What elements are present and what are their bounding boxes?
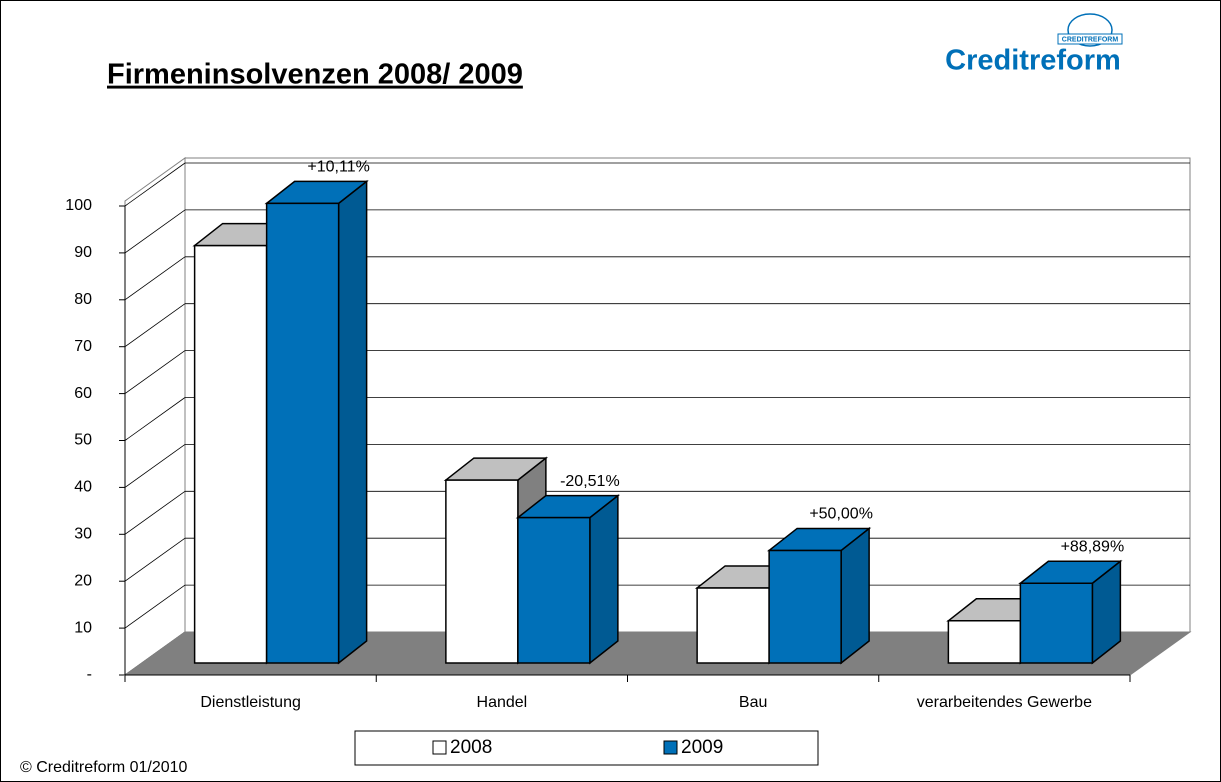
x-tick-label: Bau (739, 694, 767, 711)
bar (1018, 559, 1123, 665)
y-tick-label: 20 (74, 572, 92, 589)
bar-front (265, 202, 340, 664)
legend-swatch (663, 740, 678, 755)
grid-line (124, 444, 186, 488)
grid-line (124, 350, 186, 394)
y-tick-label: 70 (74, 338, 92, 355)
y-tick-label: 60 (74, 385, 92, 402)
data-annotation: +50,00% (809, 506, 873, 523)
legend-label: 2008 (450, 737, 492, 758)
bar (515, 494, 621, 665)
data-annotation: -20,51% (560, 473, 620, 490)
bar-front (517, 516, 591, 664)
grid-line (124, 209, 186, 254)
grid-line (124, 303, 186, 348)
grid-line (124, 256, 186, 301)
bar-front (947, 620, 1022, 664)
y-tick-label: 80 (74, 291, 92, 308)
data-annotation: +10,11% (307, 159, 369, 176)
bar-front (445, 479, 519, 664)
bar-front (193, 244, 268, 664)
bar-front (768, 549, 842, 664)
logo-globe (1067, 13, 1113, 47)
y-tick-label: 90 (74, 244, 92, 261)
bar-side (589, 494, 619, 665)
x-tick-label: Handel (477, 694, 528, 711)
bar-front (696, 587, 770, 664)
y-tick-label: 10 (74, 619, 92, 636)
y-tick-label: - (87, 666, 92, 683)
grid-line (124, 397, 186, 441)
legend-label: 2009 (681, 737, 723, 758)
logo-badge (1057, 33, 1123, 45)
y-tick-label: 30 (74, 526, 92, 543)
bar (264, 179, 369, 665)
grid-line (124, 584, 186, 629)
legend-swatch (432, 740, 447, 755)
x-tick-label: verarbeitendes Gewerbe (917, 694, 1092, 711)
logo-badge-text: CREDITREFORM (1062, 36, 1119, 43)
bar-side (840, 526, 870, 665)
y-tick-label: 40 (74, 479, 92, 496)
grid-line (124, 490, 186, 535)
bar-side (337, 179, 368, 665)
grid-line (124, 162, 186, 207)
chart-title: Firmeninsolvenzen 2008/ 2009 (107, 59, 523, 91)
data-annotation: +88,89% (1061, 538, 1125, 555)
x-tick-label: Dienstleistung (200, 694, 301, 711)
bar (766, 526, 872, 665)
y-tick-label: 100 (65, 197, 92, 214)
logo: CREDITREFORM Creditreform (945, 13, 1123, 77)
grid-line (124, 537, 186, 582)
logo-text: Creditreform (945, 45, 1121, 77)
footer: © Creditreform 01/2010 (20, 759, 188, 776)
bar-front (1019, 582, 1094, 664)
legend (354, 730, 819, 766)
y-tick-label: 50 (74, 432, 92, 449)
